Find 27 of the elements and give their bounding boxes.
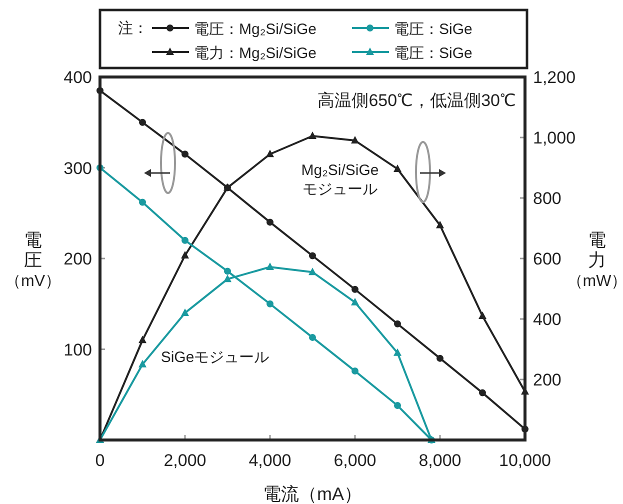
y-tick-label: 100 [64,340,92,360]
y2-axis-title: 電力（mW） [566,230,623,290]
legend-label: 電圧：SiGe [394,45,472,62]
y2-tick-label: 600 [533,250,562,268]
y-tick-label: 300 [64,158,92,178]
annotation: 高温側650℃，低温側30℃ [318,91,516,110]
y2-tick-label: 800 [533,189,562,208]
x-tick-label: 4,000 [248,451,292,470]
legend-label: 電圧：Mg₂Si/SiGe [194,21,317,38]
x-axis-title: 電流（mA） [263,484,362,504]
y2-tick-label: 200 [533,370,562,390]
y2-tick-label: 1,000 [533,128,576,148]
x-tick-label: 2,000 [164,451,206,470]
annotation: SiGeモジュール [160,349,270,366]
x-tick-label: 6,000 [334,451,376,470]
y-tick-label: 200 [64,250,92,268]
x-tick-label: 0 [95,451,105,470]
legend-label: 電圧：SiGe [394,21,472,38]
y-axis-title: 電圧（mV） [5,230,61,290]
y2-tick-label: 400 [533,310,562,329]
y-tick-label: 400 [64,68,92,87]
annotation: Mg₂Si/SiGe モジュール [301,162,379,198]
x-tick-label: 10,000 [499,451,551,470]
legend-title: 注： [118,20,148,37]
x-tick-label: 8,000 [418,451,462,470]
y2-tick-label: 1,200 [533,68,576,87]
legend-label: 電力：Mg₂Si/SiGe [194,45,317,62]
